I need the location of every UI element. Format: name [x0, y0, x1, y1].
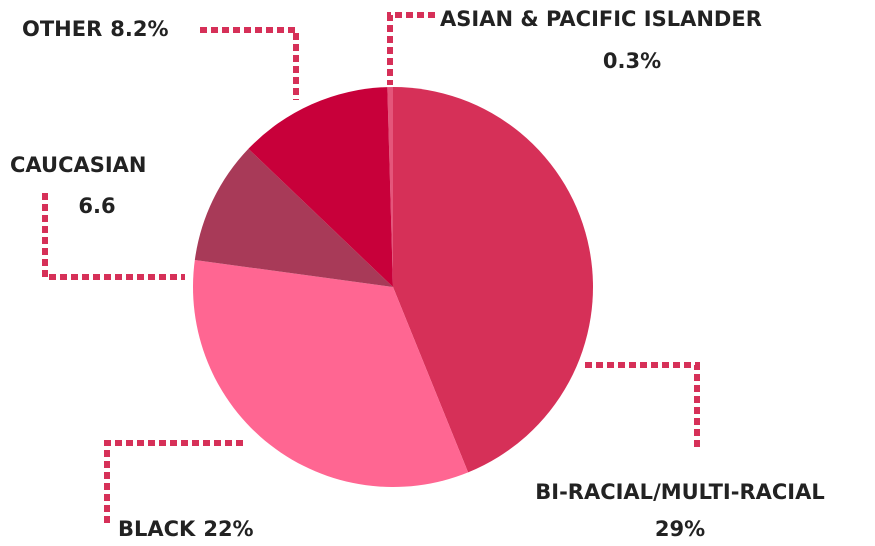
category-label: CAUCASIAN [10, 153, 147, 177]
slice-label: BLACK 22% [118, 517, 254, 541]
pie-slice [193, 259, 469, 487]
leader-line [104, 440, 243, 525]
value-label: 22% [203, 517, 253, 541]
value-label: 29% [655, 517, 705, 541]
leader-line [200, 27, 299, 100]
category-label: OTHER [22, 17, 102, 41]
pie-slice [393, 87, 593, 473]
leader-line [387, 12, 435, 85]
category-label: BI-RACIAL/MULTI-RACIAL [535, 480, 824, 504]
value-label: 0.3% [603, 49, 661, 73]
pie-slice [387, 87, 393, 287]
pie-slice [248, 87, 393, 287]
leader-line [42, 193, 185, 280]
category-label: ASIAN & PACIFIC ISLANDER [440, 7, 762, 31]
category-label: BLACK [118, 517, 196, 541]
slice-label: OTHER 8.2% [22, 17, 169, 41]
leader-line [585, 362, 700, 448]
pie-slice [194, 148, 393, 287]
value-label: 8.2% [110, 17, 168, 41]
value-label: 6.6 [78, 194, 115, 218]
pie [193, 87, 593, 487]
